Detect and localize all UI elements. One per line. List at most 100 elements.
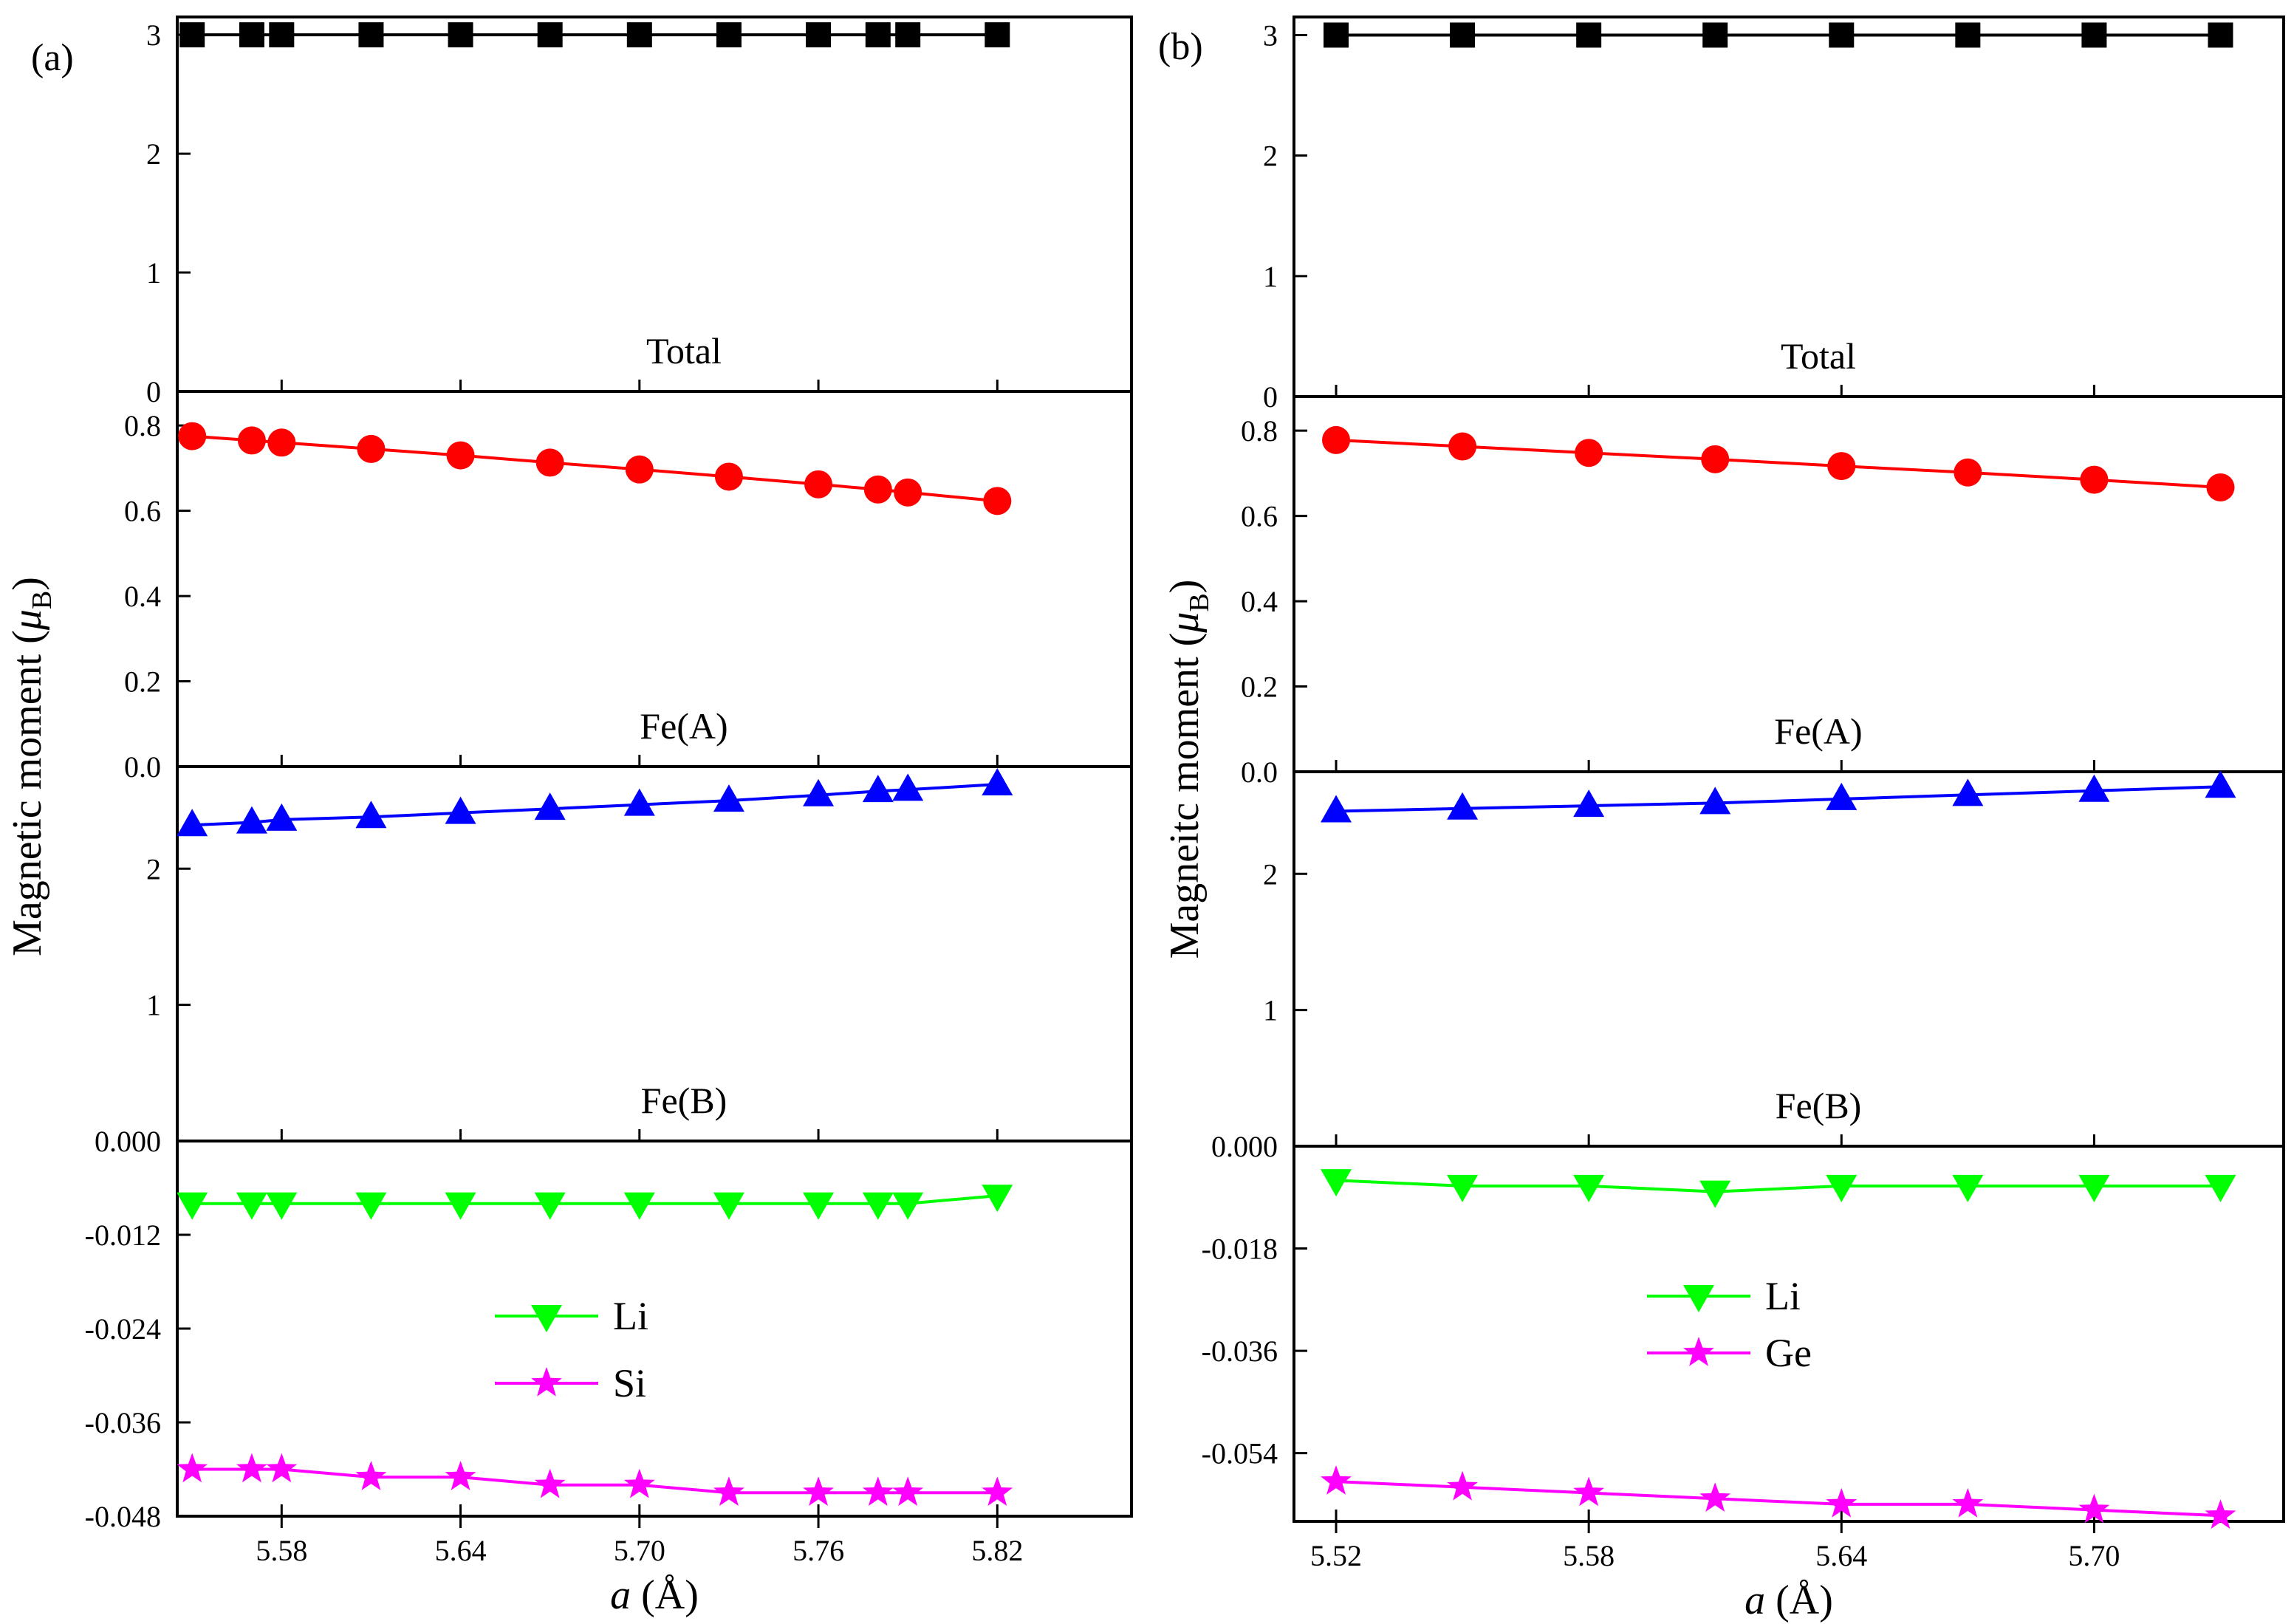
data-point <box>713 1476 744 1506</box>
data-point <box>355 801 387 829</box>
data-point <box>1447 792 1479 820</box>
series-line-ge <box>1335 1480 2221 1518</box>
subplot-label: Fe(A) <box>1774 710 1862 752</box>
x-tick-label: 5.64 <box>1815 1539 1867 1572</box>
data-point <box>178 422 207 450</box>
legend-entry: Ge <box>1647 1331 1812 1375</box>
data-point <box>2078 774 2110 802</box>
data-point <box>2206 473 2235 501</box>
data-point <box>1322 425 1351 454</box>
data-point <box>237 426 266 455</box>
x-tick-label: 5.52 <box>1310 1539 1362 1572</box>
x-tick-label: 5.58 <box>1563 1539 1615 1572</box>
panel-letter: (a) <box>31 37 74 79</box>
x-axis-title: a (Å) <box>1745 1577 1833 1623</box>
y-tick-label: -0.048 <box>85 1500 161 1533</box>
y-tick-label: 0.8 <box>124 409 161 442</box>
data-point <box>266 1192 298 1220</box>
subplot-frame <box>1292 1145 2285 1523</box>
x-tick-label: 5.70 <box>2068 1539 2120 1572</box>
data-point <box>863 475 892 504</box>
y-tick-label: 0.4 <box>124 580 161 613</box>
y-tick-label: 0 <box>146 375 161 408</box>
data-point <box>982 767 1013 795</box>
data-point <box>2205 770 2236 798</box>
y-tick-label: -0.054 <box>1202 1437 1278 1470</box>
data-point <box>534 1192 566 1220</box>
subplot-0-1: 0.0 0.2 0.4 0.6 0.8 Fe(A) <box>124 390 1133 784</box>
y-axis-title: Magnetic moment (μB) <box>4 577 58 956</box>
data-point <box>1575 439 1603 467</box>
data-point <box>1576 22 1602 48</box>
legend-marker <box>531 1305 562 1332</box>
data-point <box>1573 1476 1605 1507</box>
data-point <box>982 1476 1013 1506</box>
y-tick-label: 0.2 <box>1241 671 1278 704</box>
y-tick-label: 0.000 <box>1211 1130 1278 1163</box>
x-axis-title: a (Å) <box>610 1572 699 1618</box>
data-point <box>713 1192 744 1220</box>
subplot-label: Fe(B) <box>1776 1085 1862 1126</box>
y-tick-label: 2 <box>1263 857 1278 891</box>
chart-panel-0: 0123Total0.00.20.40.60.8Fe(A)12Fe(B)0.00… <box>4 16 1133 1618</box>
legend-label: Li <box>613 1294 648 1338</box>
data-point <box>236 1453 267 1483</box>
data-point <box>892 773 924 801</box>
data-point <box>985 22 1010 48</box>
x-tick-label: 5.76 <box>792 1534 844 1567</box>
x-tick-label: 5.58 <box>256 1534 307 1567</box>
data-point <box>1702 22 1728 48</box>
data-point <box>269 22 295 48</box>
y-tick-label: 0.0 <box>124 750 161 784</box>
data-point <box>1955 22 1981 48</box>
data-point <box>862 1192 894 1220</box>
y-tick-label: 1 <box>146 989 161 1022</box>
data-point <box>534 792 566 820</box>
data-point <box>534 1468 566 1498</box>
data-point <box>623 788 655 816</box>
data-point <box>179 22 205 48</box>
data-point <box>357 434 386 463</box>
data-point <box>982 1185 1013 1213</box>
legend-entry: Si <box>495 1361 646 1405</box>
data-point <box>2078 1493 2110 1524</box>
data-point <box>236 806 267 834</box>
data-point <box>1699 787 1731 815</box>
data-point <box>892 1476 924 1506</box>
data-point <box>865 22 891 48</box>
legend-marker <box>531 1367 562 1397</box>
data-point <box>862 1476 894 1506</box>
data-point <box>2081 22 2107 48</box>
legend-entry: Li <box>1647 1274 1801 1318</box>
data-point <box>1952 1174 1984 1202</box>
data-point <box>892 1192 924 1220</box>
data-point <box>895 22 921 48</box>
y-tick-label: 3 <box>146 18 161 52</box>
data-point <box>2205 1174 2236 1202</box>
data-point <box>713 784 744 812</box>
legend-entry: Li <box>495 1294 648 1338</box>
data-point <box>1954 458 1982 487</box>
subplot-label: Fe(A) <box>640 705 727 747</box>
data-point <box>446 441 475 470</box>
legend-label: Li <box>1765 1274 1801 1318</box>
data-point <box>716 22 742 48</box>
data-point <box>445 1192 476 1220</box>
y-tick-label: 0.8 <box>1241 414 1278 448</box>
series-line-fe-a- <box>1335 438 2221 489</box>
y-axis-title: Magneitc moment (μB) <box>1162 580 1215 959</box>
data-point <box>1701 445 1730 473</box>
data-point <box>448 22 473 48</box>
data-point <box>266 803 298 831</box>
y-tick-label: -0.036 <box>1202 1335 1278 1368</box>
y-tick-label: 1 <box>1263 260 1278 293</box>
data-point <box>1447 1470 1478 1501</box>
y-tick-label: -0.036 <box>85 1406 161 1439</box>
x-tick-label: 5.82 <box>971 1534 1023 1567</box>
y-tick-label: 0.2 <box>124 665 161 699</box>
data-point <box>862 775 894 803</box>
subplot-0-3: 0.000 -0.012 -0.024 -0.036 -0.048 5.58 5.64 5.7… <box>85 1125 1133 1567</box>
y-tick-label: 2 <box>146 852 161 885</box>
subplot-0-0: 0 1 2 3 Total <box>146 16 1133 408</box>
data-point <box>355 1461 387 1490</box>
